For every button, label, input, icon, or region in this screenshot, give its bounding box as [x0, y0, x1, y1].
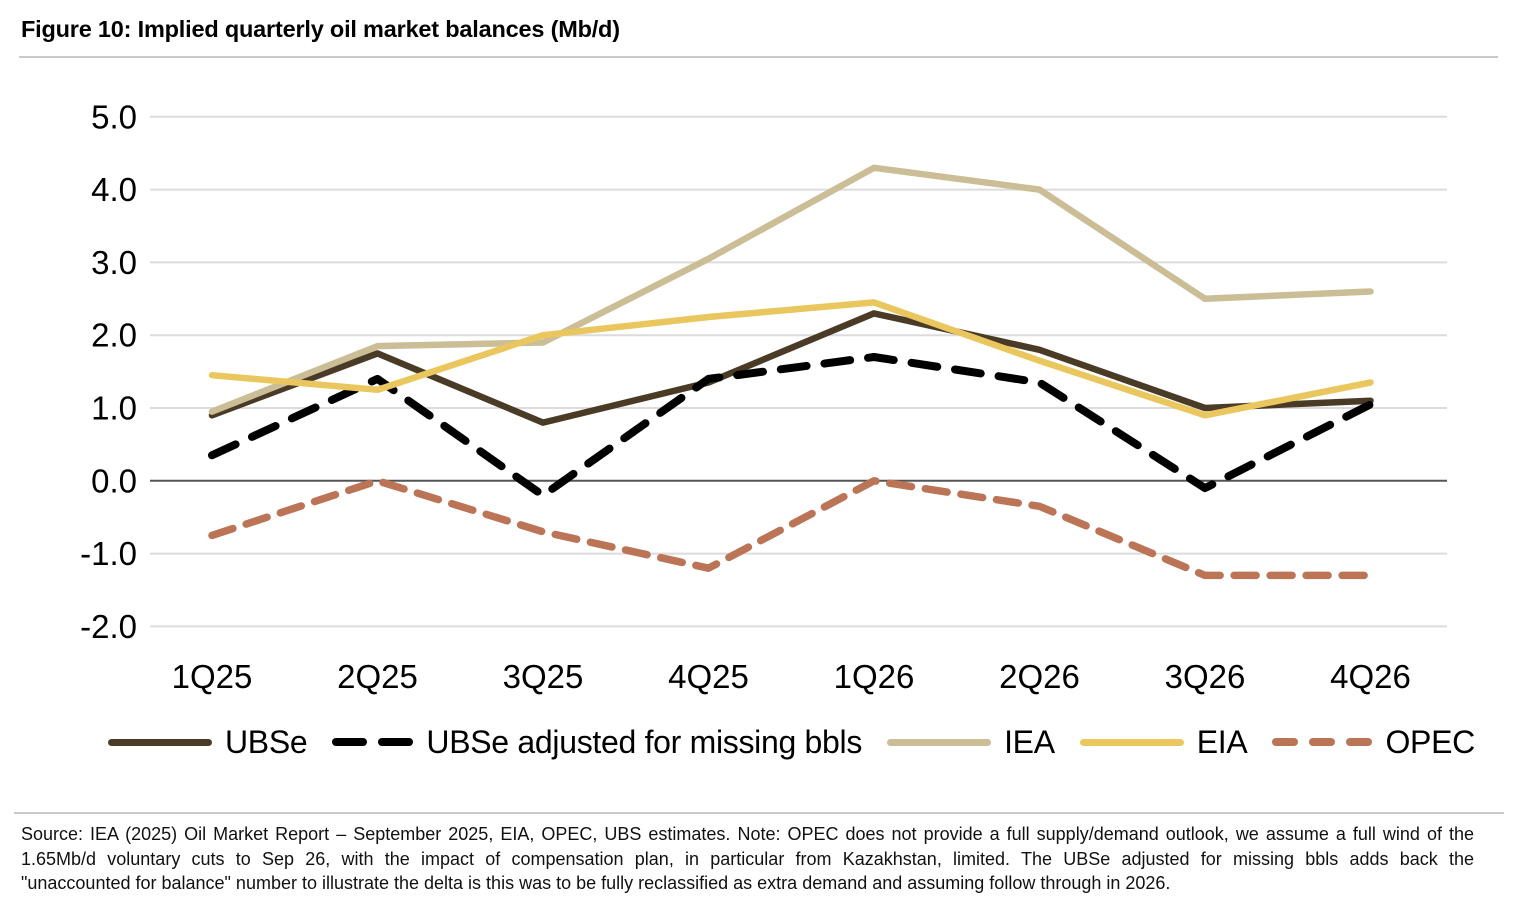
- y-axis-label: 1.0: [91, 390, 137, 427]
- series-line-iea: [208, 164, 1374, 415]
- x-axis-label: 1Q26: [834, 658, 915, 695]
- x-axis-label: 1Q25: [172, 658, 253, 695]
- series-line-eia: [208, 299, 1374, 419]
- series-line-ubse: [208, 310, 1374, 426]
- series-line-ubse-adjusted-for-missing-bbls: [208, 353, 1375, 500]
- source-note-line: "unaccounted for balance" number to illu…: [21, 873, 1171, 894]
- legend-swatch-iea: [887, 738, 992, 746]
- title-divider: [19, 56, 1498, 58]
- footer-divider: [14, 812, 1504, 814]
- legend-label-ubse-adjusted-for-missing-bbls: UBSe adjusted for missing bbls: [426, 723, 863, 760]
- legend-dash: [1309, 738, 1336, 746]
- legend-swatch-opec: [1272, 738, 1373, 746]
- legend-dash: [378, 738, 414, 746]
- legend-swatch-ubse: [108, 738, 212, 746]
- chart-legend: UBSe UBSe adjusted for missing bbls IEA EIA…: [108, 718, 1475, 766]
- legend-item-eia: EIA: [1079, 723, 1248, 761]
- y-axis-label: 0.0: [91, 462, 137, 499]
- legend-swatch-ubse-adjusted-for-missing-bbls: [332, 738, 414, 746]
- legend-item-ubse-adjusted-for-missing-bbls: UBSe adjusted for missing bbls: [332, 724, 862, 761]
- source-note-line: 1.65Mb/d voluntary cuts to Sep 26, with …: [21, 848, 1474, 869]
- legend-swatch-eia: [1079, 738, 1184, 746]
- series-line-opec: [208, 477, 1375, 580]
- x-axis-label: 3Q25: [503, 658, 584, 695]
- x-axis-label: 4Q26: [1330, 658, 1411, 695]
- legend-label-iea: IEA: [1004, 723, 1055, 760]
- legend-dash: [1346, 738, 1373, 746]
- y-axis-label: 5.0: [91, 98, 137, 135]
- x-axis-label: 4Q25: [668, 658, 749, 695]
- source-note-line: Source: IEA (2025) Oil Market Report – S…: [21, 824, 1474, 844]
- legend-label-eia: EIA: [1196, 723, 1248, 760]
- x-axis-label: 2Q25: [337, 658, 418, 695]
- x-axis-label: 2Q26: [999, 658, 1080, 695]
- x-axis-label: 3Q26: [1165, 658, 1246, 695]
- y-axis-label: 4.0: [91, 171, 137, 208]
- legend-label-opec: OPEC: [1385, 723, 1475, 760]
- y-axis-label: -1.0: [80, 535, 137, 572]
- legend-item-opec: OPEC: [1272, 724, 1475, 761]
- legend-item-iea: IEA: [887, 724, 1055, 761]
- y-axis-label: 2.0: [91, 317, 137, 354]
- legend-label-ubse: UBSe: [225, 723, 308, 760]
- legend-dash: [332, 738, 368, 746]
- legend-dash: [1272, 738, 1299, 746]
- figure-title: Figure 10: Implied quarterly oil market …: [21, 16, 620, 42]
- y-axis-label: 3.0: [91, 244, 137, 281]
- source-note: Source: IEA (2025) Oil Market Report – S…: [21, 822, 1474, 896]
- legend-item-ubse: UBSe: [108, 723, 308, 761]
- y-axis-label: -2.0: [80, 608, 137, 645]
